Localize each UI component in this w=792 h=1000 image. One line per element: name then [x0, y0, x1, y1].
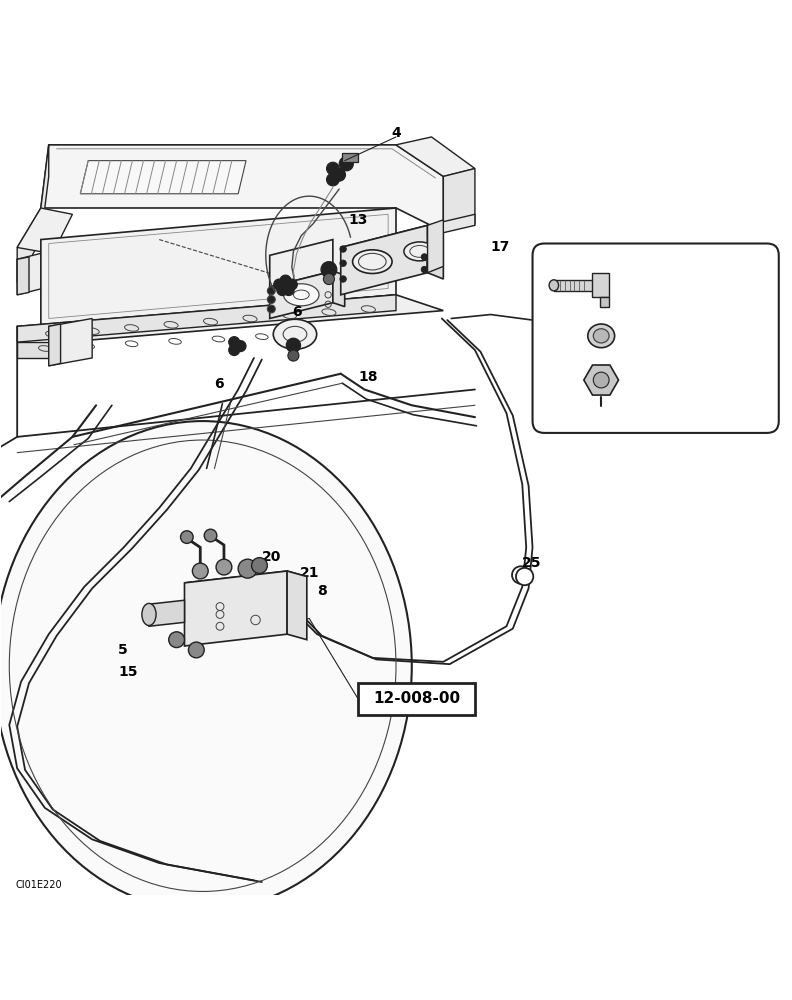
Circle shape: [284, 285, 294, 296]
Circle shape: [229, 337, 240, 348]
Polygon shape: [428, 225, 444, 279]
Polygon shape: [80, 161, 246, 194]
Polygon shape: [149, 600, 185, 626]
Polygon shape: [17, 295, 444, 342]
Circle shape: [252, 558, 268, 573]
Polygon shape: [185, 571, 307, 589]
Polygon shape: [17, 208, 41, 283]
Text: 20: 20: [262, 550, 281, 564]
Polygon shape: [428, 214, 475, 236]
Polygon shape: [41, 145, 49, 240]
Polygon shape: [444, 169, 475, 232]
Text: 13: 13: [348, 213, 368, 227]
Circle shape: [323, 273, 334, 285]
Circle shape: [268, 287, 276, 295]
Circle shape: [421, 266, 428, 273]
Circle shape: [340, 276, 346, 282]
Text: 12: 12: [735, 343, 755, 357]
Circle shape: [216, 559, 232, 575]
Circle shape: [340, 246, 346, 252]
Circle shape: [192, 563, 208, 579]
Circle shape: [268, 296, 276, 303]
Polygon shape: [428, 220, 444, 273]
Ellipse shape: [284, 284, 319, 306]
Text: 15: 15: [118, 665, 138, 679]
Circle shape: [339, 157, 353, 171]
Circle shape: [280, 275, 291, 286]
Ellipse shape: [588, 324, 615, 348]
Bar: [426, 256, 440, 267]
Ellipse shape: [273, 319, 317, 349]
Polygon shape: [17, 295, 396, 342]
Circle shape: [181, 531, 193, 543]
Polygon shape: [17, 208, 72, 254]
Bar: [554, 280, 593, 291]
Circle shape: [326, 173, 339, 186]
Text: 12-008-00: 12-008-00: [373, 691, 460, 706]
Polygon shape: [17, 257, 29, 295]
Polygon shape: [185, 571, 287, 646]
Polygon shape: [41, 208, 396, 326]
Polygon shape: [270, 240, 333, 287]
Ellipse shape: [593, 329, 609, 343]
Text: 17: 17: [491, 240, 510, 254]
Bar: [600, 297, 609, 307]
Polygon shape: [333, 271, 345, 307]
Circle shape: [286, 338, 300, 352]
Ellipse shape: [404, 242, 436, 261]
Circle shape: [268, 305, 276, 313]
Circle shape: [516, 568, 533, 585]
Circle shape: [204, 529, 217, 542]
Circle shape: [512, 566, 529, 584]
Ellipse shape: [142, 603, 156, 625]
Circle shape: [340, 260, 346, 266]
Text: CI01E220: CI01E220: [16, 880, 63, 890]
Circle shape: [229, 345, 240, 356]
Text: 8: 8: [317, 584, 327, 598]
Text: 6: 6: [291, 305, 302, 319]
Circle shape: [321, 262, 337, 277]
Text: 6: 6: [215, 377, 224, 391]
Ellipse shape: [593, 372, 609, 388]
Polygon shape: [341, 225, 428, 295]
Ellipse shape: [352, 250, 392, 273]
Text: 25: 25: [522, 556, 542, 570]
Bar: [342, 153, 358, 162]
Polygon shape: [341, 225, 444, 254]
Circle shape: [169, 632, 185, 648]
Text: 10: 10: [735, 302, 755, 316]
Polygon shape: [287, 571, 307, 640]
Polygon shape: [270, 271, 333, 318]
Text: 4: 4: [391, 126, 401, 140]
Circle shape: [277, 285, 287, 296]
Circle shape: [326, 162, 339, 175]
Circle shape: [238, 559, 257, 578]
Polygon shape: [49, 324, 60, 366]
Circle shape: [188, 642, 204, 658]
Bar: [592, 273, 609, 297]
Polygon shape: [17, 342, 64, 358]
Circle shape: [333, 169, 345, 181]
Ellipse shape: [549, 280, 558, 291]
Bar: [358, 683, 475, 715]
Polygon shape: [41, 145, 444, 232]
Ellipse shape: [0, 421, 412, 910]
Text: 21: 21: [299, 566, 319, 580]
FancyBboxPatch shape: [532, 244, 779, 433]
Polygon shape: [396, 137, 475, 176]
Circle shape: [286, 279, 297, 290]
Text: 9: 9: [668, 387, 678, 401]
Circle shape: [287, 350, 299, 361]
Polygon shape: [17, 247, 64, 295]
Circle shape: [421, 254, 428, 260]
Circle shape: [274, 279, 284, 290]
Text: 18: 18: [358, 370, 378, 384]
Polygon shape: [49, 318, 92, 366]
Circle shape: [235, 341, 246, 352]
Text: 5: 5: [118, 643, 128, 657]
